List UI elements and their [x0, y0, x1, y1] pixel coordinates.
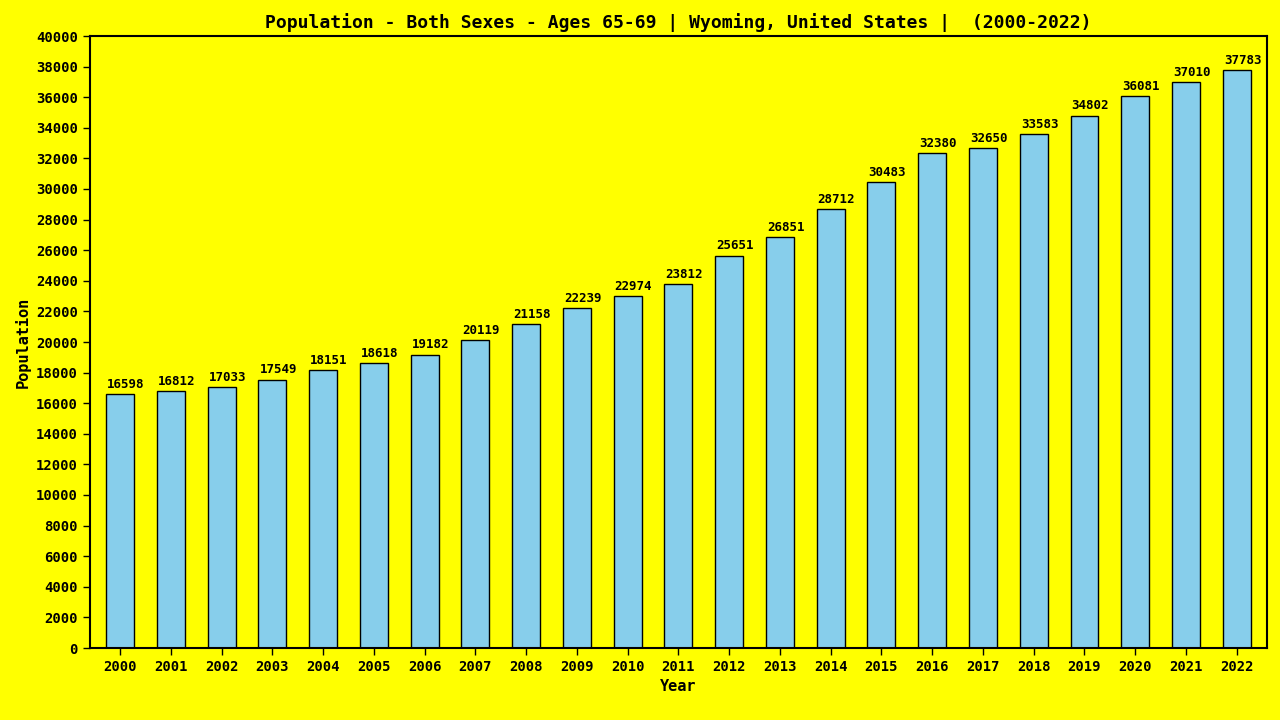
Bar: [106, 394, 134, 648]
Bar: [259, 379, 287, 648]
X-axis label: Year: Year: [660, 680, 696, 694]
Bar: [512, 324, 540, 648]
Title: Population - Both Sexes - Ages 65-69 | Wyoming, United States |  (2000-2022): Population - Both Sexes - Ages 65-69 | W…: [265, 13, 1092, 32]
Text: 22974: 22974: [614, 280, 653, 294]
Bar: [868, 181, 896, 648]
Text: 17549: 17549: [260, 364, 297, 377]
Text: 18618: 18618: [361, 347, 398, 360]
Text: 20119: 20119: [462, 324, 500, 337]
Bar: [157, 391, 184, 648]
Text: 34802: 34802: [1071, 99, 1108, 112]
Bar: [1121, 96, 1149, 648]
Text: 19182: 19182: [412, 338, 449, 351]
Y-axis label: Population: Population: [14, 297, 31, 387]
Bar: [716, 256, 744, 648]
Text: 33583: 33583: [1020, 118, 1059, 131]
Bar: [969, 148, 997, 648]
Text: 36081: 36081: [1123, 80, 1160, 93]
Text: 32380: 32380: [919, 137, 956, 150]
Text: 16812: 16812: [157, 374, 196, 387]
Text: 30483: 30483: [869, 166, 906, 179]
Bar: [1172, 82, 1199, 648]
Bar: [817, 209, 845, 648]
Bar: [310, 370, 337, 648]
Text: 16598: 16598: [108, 378, 145, 391]
Text: 21158: 21158: [513, 308, 550, 321]
Bar: [664, 284, 692, 648]
Text: 18151: 18151: [310, 354, 348, 367]
Text: 25651: 25651: [717, 240, 754, 253]
Text: 28712: 28712: [818, 193, 855, 206]
Bar: [461, 340, 489, 648]
Bar: [613, 297, 641, 648]
Text: 22239: 22239: [564, 292, 602, 305]
Bar: [1222, 70, 1251, 648]
Text: 37783: 37783: [1224, 54, 1261, 67]
Bar: [563, 307, 591, 648]
Bar: [360, 363, 388, 648]
Bar: [1070, 115, 1098, 648]
Bar: [1020, 134, 1047, 648]
Text: 37010: 37010: [1172, 66, 1211, 78]
Text: 32650: 32650: [970, 132, 1007, 145]
Text: 26851: 26851: [767, 221, 804, 234]
Bar: [411, 354, 439, 648]
Text: 17033: 17033: [209, 372, 246, 384]
Bar: [207, 387, 236, 648]
Bar: [918, 153, 946, 648]
Bar: [765, 237, 794, 648]
Text: 23812: 23812: [666, 268, 703, 281]
